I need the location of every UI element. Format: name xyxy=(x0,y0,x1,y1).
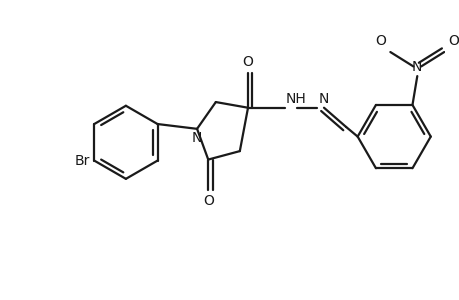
Text: O: O xyxy=(242,55,253,69)
Text: N: N xyxy=(411,60,421,74)
Text: N: N xyxy=(318,92,328,106)
Text: NH: NH xyxy=(285,92,306,106)
Text: O: O xyxy=(447,34,458,48)
Text: N: N xyxy=(191,131,202,145)
Text: O: O xyxy=(202,194,213,208)
Text: Br: Br xyxy=(75,154,90,168)
Text: O: O xyxy=(375,34,386,48)
